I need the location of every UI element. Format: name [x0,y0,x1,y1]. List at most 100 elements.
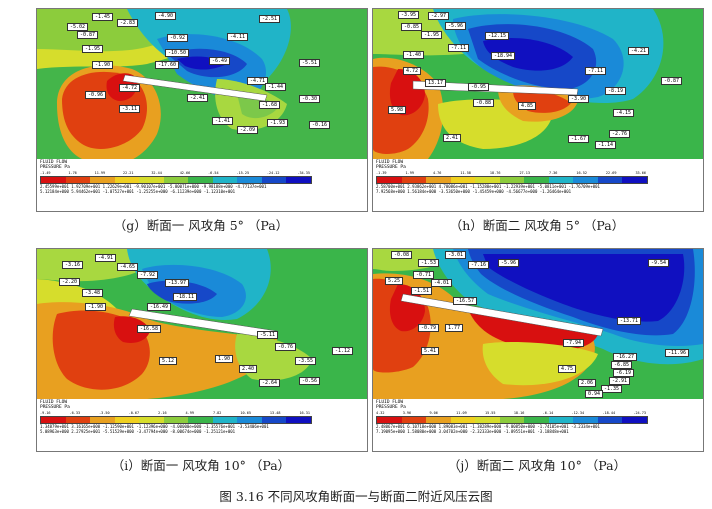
value-tag: -2.51 [259,15,281,23]
value-tag: -12.15 [485,32,510,40]
value-tag: -1.95 [421,31,443,39]
value-tag: -16.57 [453,297,478,305]
value-tag: -0.85 [401,23,423,31]
value-tag: -4.71 [247,77,269,85]
value-tag: -3.01 [445,251,467,259]
value-tag: -0.56 [299,377,321,385]
value-tag: 5.41 [421,347,440,355]
value-tag: -3.55 [295,357,317,365]
value-tag: -4.15 [613,109,635,117]
colorbar [40,176,312,184]
value-tag: -0.71 [413,271,435,279]
colorbar-ticks: -1.49 1.76 11.99 22.21 32.44 42.66 -6.54 -15.25… [40,171,310,175]
value-tag: -2.91 [609,377,631,385]
value-tag: -10.50 [165,49,190,57]
value-tag: -5.02 [67,23,89,31]
value-tag: -7.92 [137,271,159,279]
value-tag: -2.09 [237,126,259,134]
value-tag: -7.11 [585,67,607,75]
value-tag: -1.14 [595,141,617,149]
value-tag: -5.51 [299,59,321,67]
value-tag: 2.40 [239,365,258,373]
value-tag: 1.77 [445,324,464,332]
value-tag: -8.19 [605,87,627,95]
value-tag: -0.08 [391,251,413,259]
colorbar-values: 1.34879e+001 3.16165e+000 -1.12590e+001 … [40,424,269,434]
value-tag: -1.93 [267,119,289,127]
value-tag: -1.40 [403,51,425,59]
colorbar [376,416,648,424]
plot-header: FLUID FLOW PRESSURE Pa [376,400,406,410]
value-tag: -4.72 [119,84,141,92]
value-tag: -0.30 [299,95,321,103]
value-tag: -11.96 [665,349,690,357]
value-tag: -1.67 [568,135,590,143]
colorbar-values: 2.45599e+001 1.92709e+001 1.22629e+001 -… [40,184,267,194]
value-tag: -13.97 [165,279,190,287]
contour-panel-h: -3.95 -2.97 -5.96 -0.85 -1.95 -12.15 -7.… [372,8,704,212]
value-tag: -7.94 [563,339,585,347]
value-tag: -1.95 [82,45,104,53]
panel-caption-i: （i）断面一 风攻角 10° （Pa） [111,458,291,473]
value-tag: -1.90 [85,303,107,311]
value-tag: -16.49 [147,303,172,311]
value-tag: -1.90 [92,61,114,69]
value-tag: -0.16 [309,121,331,129]
value-tag: -3.95 [398,11,420,19]
value-tag: -0.87 [77,31,99,39]
value-tag: 4.85 [518,102,537,110]
value-tag: -5.11 [257,331,279,339]
value-tag: -4.91 [95,254,117,262]
plot-header: FLUID FLOW PRESSURE Pa [40,160,70,170]
plot-header: FLUID FLOW PRESSURE Pa [376,160,406,170]
value-tag: -0.79 [418,324,440,332]
pressure-contour-i [37,249,367,451]
value-tag: -1.51 [411,287,433,295]
value-tag: -2.64 [259,379,281,387]
value-tag: -3.11 [119,105,141,113]
value-tag: -0.76 [275,343,297,351]
colorbar [376,176,648,184]
value-tag: -16.58 [137,325,162,333]
value-tag: -0.95 [468,83,490,91]
value-tag: -5.96 [445,22,467,30]
panel-caption-h: （h）断面二 风攻角 5° （Pa） [449,218,625,233]
value-tag: -5.96 [498,259,520,267]
value-tag: -18.11 [173,293,198,301]
value-tag: -6.19 [613,369,635,377]
figure-caption: 图 3.16 不同风攻角断面一与断面二附近风压云图 [219,489,493,504]
panel-caption-j: （j）断面二 风攻角 10° （Pa） [447,458,627,473]
value-tag: -1.53 [418,259,440,267]
value-tag: -1.45 [92,13,114,21]
value-tag: 5.12 [159,357,178,365]
value-tag: 0.94 [585,390,604,398]
value-tag: -0.96 [85,91,107,99]
value-tag: -3.16 [62,261,84,269]
plot-header: FLUID FLOW PRESSURE Pa [40,400,70,410]
value-tag: -3.90 [568,95,590,103]
value-tag: -7.11 [448,44,470,52]
value-tag: -6.49 [209,57,231,65]
value-tag: -16.27 [613,353,638,361]
value-tag: -0.88 [473,99,495,107]
value-tag: -4.21 [628,47,650,55]
value-tag: -13.71 [617,317,642,325]
contour-panel-i: -3.16 -4.91 -4.65 -7.92 -2.20 -3.48 -13.… [36,248,368,452]
value-tag: -2.20 [59,278,81,286]
colorbar-values: 2.48067e+001 6.10718e+000 1.89083e+001 -… [376,424,600,434]
colorbar-ticks: 4.32 3.96 9.06 11.09 15.55 18.16 -6.14 -12.34 -1… [376,411,646,415]
value-tag: -1.35 [601,385,623,393]
value-tag: 5.98 [388,106,407,114]
value-tag: -1.68 [259,101,281,109]
value-tag: -0.87 [661,77,683,85]
value-tag: 5.25 [385,277,404,285]
value-tag: -7.16 [468,261,490,269]
colorbar-ticks: -9.16 -6.33 -3.50 -0.67 2.16 4.99 7.82 10.65 13.… [40,411,310,415]
value-tag: 4.75 [558,365,577,373]
value-tag: -3.48 [82,289,104,297]
value-tag: 1.90 [215,355,234,363]
value-tag: -17.60 [155,61,180,69]
value-tag: -18.94 [491,52,516,60]
value-tag: -4.01 [431,279,453,287]
value-tag: -2.76 [609,130,631,138]
